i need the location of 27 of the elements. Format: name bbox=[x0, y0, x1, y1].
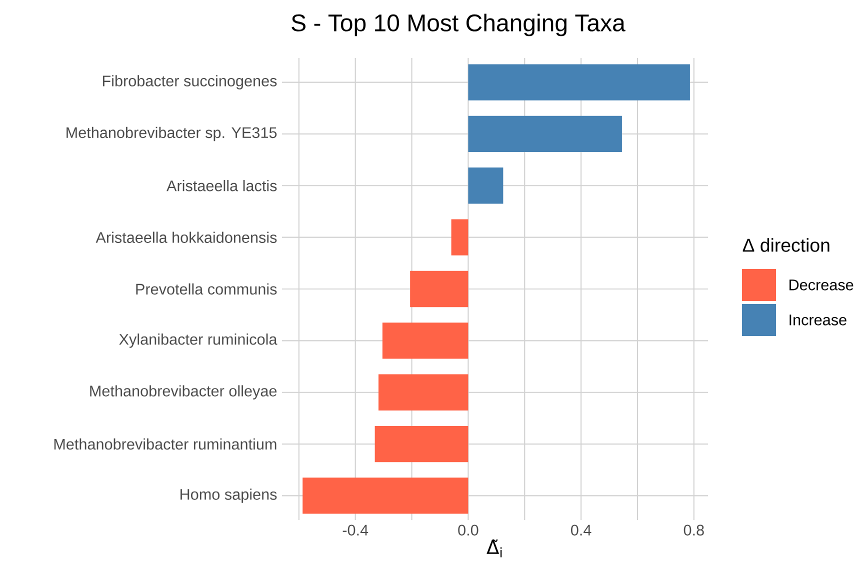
bar bbox=[468, 168, 504, 204]
x-tick-label: 0.4 bbox=[571, 524, 592, 536]
y-tick-label: Aristaeella lactis bbox=[166, 180, 277, 192]
y-tick-label: Fibrobacter succinogenes bbox=[102, 75, 277, 90]
y-tick-label: Prevotella communis bbox=[136, 283, 277, 295]
legend-title: Δ direction bbox=[742, 238, 830, 252]
y-tick-label: Methanobrevibacter ruminantium bbox=[54, 438, 276, 450]
y-tick-label: Homo sapiens bbox=[180, 488, 277, 503]
y-tick-label: Aristaeella hokkaidonensis bbox=[96, 232, 277, 243]
bar bbox=[468, 116, 622, 152]
y-tick-label: Methanobrevibacter sp. YE315 bbox=[66, 126, 277, 142]
x-axis-title: Δ̃$_{i}$ bbox=[486, 539, 502, 558]
x-tick-label: -0.4 bbox=[342, 524, 368, 536]
legend-label: Increase bbox=[790, 314, 846, 326]
bar bbox=[302, 478, 468, 514]
bar bbox=[378, 374, 468, 410]
y-tick-label: Methanobrevibacter olleyae bbox=[90, 385, 277, 400]
bar bbox=[382, 322, 468, 359]
bar bbox=[374, 426, 468, 462]
chart-title: S - Top 10 Most Changing Taxa bbox=[292, 14, 626, 36]
y-tick-label: Xylanibacter ruminicola bbox=[119, 334, 278, 348]
x-tick-label: 0.8 bbox=[684, 524, 704, 536]
bar bbox=[451, 219, 468, 256]
bar bbox=[410, 270, 468, 308]
bar bbox=[468, 64, 690, 100]
legend-label: Decrease bbox=[790, 280, 854, 290]
x-tick-label: 0.0 bbox=[458, 524, 478, 536]
